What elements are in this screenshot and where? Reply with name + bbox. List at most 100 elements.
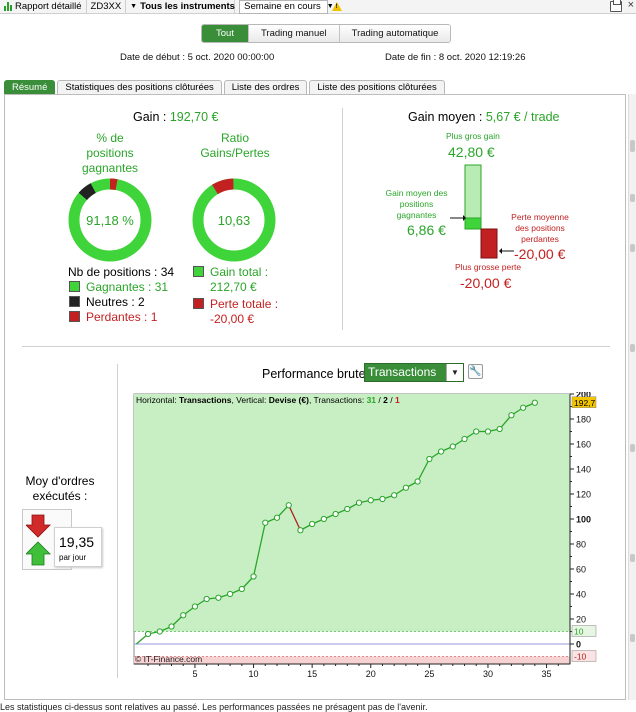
warning-icon[interactable]: ! <box>332 2 343 11</box>
report-button[interactable]: Rapport détaillé <box>0 0 87 14</box>
tab-closed-positions[interactable]: Liste des positions clôturées <box>309 80 445 94</box>
dropdown-arrow-icon[interactable]: ▼ <box>446 364 463 381</box>
avg-loss-label: Perte moyenne des positions perdantes <box>510 212 570 245</box>
neutral-swatch <box>69 296 80 307</box>
ratio-title-line: Gains/Pertes <box>200 146 270 160</box>
data-point <box>437 448 445 455</box>
legend-text: Horizontal: <box>136 395 179 405</box>
loss-total-swatch <box>193 298 204 309</box>
chart-legend: Horizontal: Transactions, Vertical: Devi… <box>136 395 400 405</box>
section-divider <box>117 364 118 678</box>
perf-title: Performance brute <box>262 367 366 381</box>
dropdown-arrow-icon: ▼ <box>326 3 334 10</box>
biggest-loss-label: Plus grosse perte <box>455 262 522 272</box>
x-tick-label: 5 <box>192 669 197 679</box>
data-point <box>144 630 152 638</box>
gain-value: 192,70 € <box>169 110 219 124</box>
winners-label: Gagnantes : 31 <box>86 280 169 294</box>
data-point <box>168 623 175 630</box>
legend-horizontal: Transactions <box>179 395 232 405</box>
ratio-donut: 10,63 <box>192 178 276 262</box>
chart-icon <box>4 2 12 11</box>
y-tick-label: 60 <box>576 565 586 575</box>
avg-win-bar <box>464 217 482 230</box>
legend-text: / <box>376 395 384 405</box>
mode-auto-button[interactable]: Trading automatique <box>339 25 451 42</box>
data-point <box>449 443 456 450</box>
ratio-title: Ratio Gains/Pertes <box>185 131 285 161</box>
print-icon[interactable] <box>610 0 622 12</box>
x-tick-label: 35 <box>542 669 552 679</box>
data-point <box>414 478 421 485</box>
scroll-marker <box>630 344 635 352</box>
period-label: Semaine en cours <box>244 1 321 12</box>
data-point <box>344 505 351 513</box>
threshold-neg-badge: -10 <box>574 652 587 662</box>
last-value-badge-bg <box>571 396 597 408</box>
donut-hole <box>204 190 264 250</box>
legend-win-count: 31 <box>366 395 377 405</box>
account-selector[interactable]: ZD3XX <box>87 0 127 14</box>
tab-summary[interactable]: Résumé <box>4 80 56 94</box>
y-tick-label: 200 <box>576 392 591 400</box>
data-point <box>250 573 257 580</box>
mode-all-button[interactable]: Tout <box>202 25 249 42</box>
last-value-badge: 192,7 <box>574 398 596 408</box>
series-segment <box>417 458 430 482</box>
scroll-marker <box>630 554 635 562</box>
scroll-thumb[interactable] <box>630 140 635 152</box>
section-divider <box>22 346 610 347</box>
y-tick-label: 40 <box>576 590 586 600</box>
data-point <box>402 484 410 491</box>
donut-loss-arc <box>192 178 276 262</box>
avg-loss-value: -20,00 € <box>514 246 566 262</box>
start-date: Date de début : 5 oct. 2020 00:00:00 <box>120 52 275 63</box>
avg-loss-label-line: des positions <box>515 223 565 233</box>
scrollbar[interactable] <box>628 94 636 700</box>
data-point <box>508 412 515 419</box>
y-tick-label: 120 <box>576 490 591 500</box>
data-point <box>484 428 492 435</box>
sell-arrow-icon <box>26 514 51 538</box>
scroll-marker <box>630 244 635 252</box>
tab-closed-stats[interactable]: Statistiques des positions clôturées <box>57 80 222 94</box>
y-tick-label: 100 <box>576 515 591 525</box>
data-point <box>309 520 316 528</box>
data-point <box>273 514 281 521</box>
tab-orders[interactable]: Liste des ordres <box>223 80 308 94</box>
gain-total-label: Gain total : <box>210 265 269 279</box>
period-selector[interactable]: Semaine en cours ▼ <box>239 0 334 14</box>
legend-vertical: Devise (€) <box>268 395 309 405</box>
wrench-icon[interactable]: 🔧 <box>468 364 483 379</box>
close-icon[interactable]: × <box>627 0 634 11</box>
data-point <box>156 628 163 635</box>
perf-axis-select[interactable]: Transactions ▼ <box>364 363 464 382</box>
biggest-loss-value: -20,00 € <box>460 275 512 291</box>
negative-zone <box>134 656 570 664</box>
scroll-marker <box>630 444 635 452</box>
ratio-value: 10,63 <box>218 213 251 228</box>
loss-total-label: Perte totale : <box>210 297 279 311</box>
data-point <box>367 497 374 504</box>
legend-text: / <box>387 395 395 405</box>
toolbar: Rapport détaillé ZD3XX ▼ Tous les instru… <box>0 0 636 14</box>
account-label: ZD3XX <box>90 1 122 12</box>
win-pct-title-line: % de <box>96 131 124 145</box>
positive-zone <box>134 394 570 632</box>
ratio-title-line: Ratio <box>220 131 249 145</box>
y-tick-label: 0 <box>576 640 581 650</box>
orders-title-line: Moy d'ordres <box>25 474 95 488</box>
data-point <box>496 425 503 433</box>
biggest-gain-label: Plus gros gain <box>446 131 500 141</box>
instruments-label: Tous les instruments <box>140 1 235 12</box>
section-divider <box>342 108 343 330</box>
data-point <box>461 435 468 443</box>
mode-manual-button[interactable]: Trading manuel <box>248 25 340 42</box>
data-point <box>320 515 327 523</box>
gain-total-value: 212,70 € <box>210 280 257 294</box>
instruments-selector[interactable]: ▼ Tous les instruments <box>126 0 236 14</box>
mode-switch: Tout Trading manuel Trading automatique <box>201 24 452 43</box>
loss-bar <box>480 228 498 259</box>
data-point <box>191 603 199 610</box>
chart-watermark: © IT-Finance.com <box>135 654 203 664</box>
